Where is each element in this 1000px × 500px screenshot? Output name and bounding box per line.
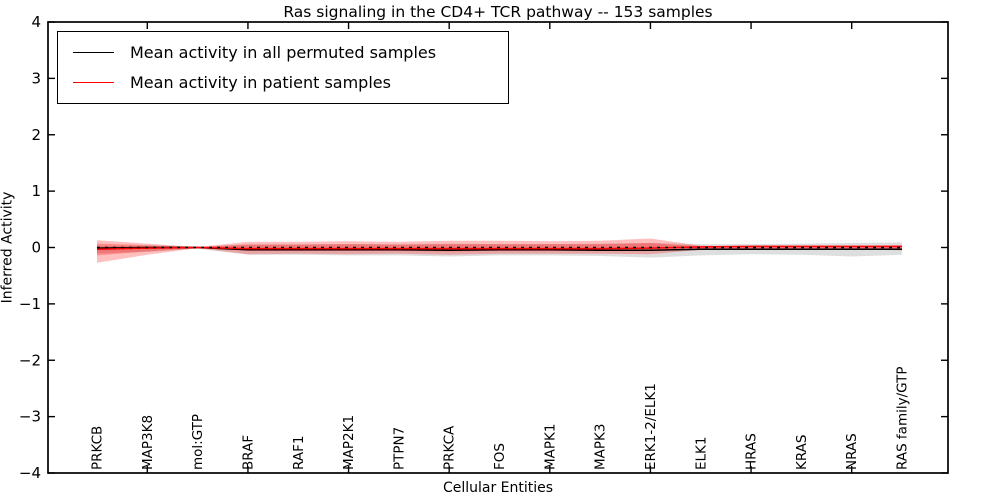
legend-item-permuted: Mean activity in all permuted samples — [73, 37, 508, 67]
y-tick-label: −1 — [19, 295, 41, 313]
y-tick-label: 0 — [31, 239, 41, 257]
legend-line-patient — [73, 81, 114, 83]
x-category-label: PRKCB — [90, 426, 106, 470]
legend-item-patient: Mean activity in patient samples — [73, 67, 508, 97]
x-category-label: BRAF — [240, 435, 256, 470]
x-category-label: ERK1-2/ELK1 — [643, 383, 659, 470]
permuted-mean-line — [96, 246, 902, 252]
x-category-label: PTPN7 — [391, 427, 407, 470]
y-tick-label: −4 — [19, 464, 41, 482]
y-tick-label: 1 — [31, 182, 41, 200]
x-category-label: RAF1 — [291, 436, 307, 470]
x-category-label: HRAS — [744, 433, 760, 470]
x-category-label: mol:GTP — [190, 414, 206, 470]
x-category-label: NRAS — [844, 433, 860, 470]
legend-label-permuted: Mean activity in all permuted samples — [130, 42, 437, 62]
y-tick-label: −3 — [19, 408, 41, 426]
band-patient-samples-range-outer — [97, 238, 902, 263]
legend-label-patient: Mean activity in patient samples — [130, 72, 391, 92]
x-category-label: MAP2K1 — [341, 415, 357, 470]
x-category-label: MAPK3 — [593, 424, 609, 470]
x-category-label: FOS — [492, 443, 508, 470]
x-category-label: KRAS — [794, 435, 810, 471]
x-category-label: MAP3K8 — [140, 415, 156, 470]
y-axis-label: Inferred Activity — [0, 191, 16, 304]
legend: Mean activity in all permuted samples Me… — [57, 31, 509, 104]
x-category-label: PRKCA — [442, 425, 458, 470]
y-tick-label: −2 — [19, 351, 41, 369]
x-axis-label: Cellular Entities — [442, 480, 554, 496]
x-category-label: ELK1 — [693, 437, 709, 471]
patient-mean-line — [96, 245, 902, 250]
x-category-label: MAPK1 — [542, 424, 558, 470]
x-category-label: RAS family/GTP — [895, 366, 911, 470]
y-tick-label: 2 — [31, 126, 41, 144]
y-tick-label: 3 — [31, 69, 41, 87]
y-tick-label: 4 — [31, 13, 41, 31]
chart-title: Ras signaling in the CD4+ TCR pathway --… — [283, 3, 713, 21]
legend-line-permuted — [73, 51, 114, 53]
